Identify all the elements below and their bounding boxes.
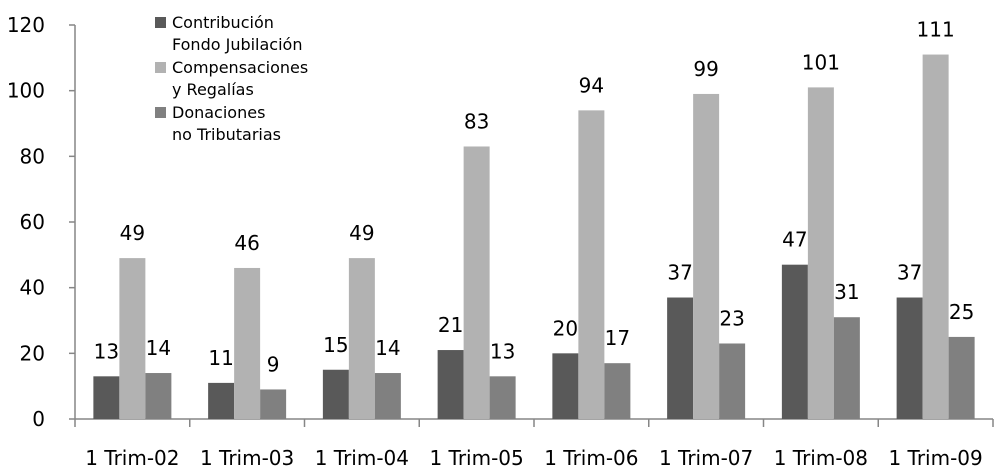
bar-series-1 (552, 353, 579, 419)
data-label-series-2: 94 (579, 73, 604, 97)
bar-series-1 (208, 382, 235, 419)
bar-series-3 (833, 317, 860, 419)
data-label-series-3: 25 (949, 300, 974, 324)
data-label-series-2: 99 (693, 57, 718, 81)
data-label-series-2: 83 (464, 109, 489, 133)
x-tick-label: 1 Trim-06 (544, 446, 638, 470)
bar-series-2 (693, 93, 720, 419)
data-label-series-1: 11 (208, 346, 233, 370)
data-label-series-2: 111 (917, 18, 955, 42)
data-label-series-2: 49 (349, 221, 374, 245)
data-label-series-3: 31 (834, 280, 859, 304)
bar-series-2 (578, 110, 605, 419)
x-tick-label: 1 Trim-03 (200, 446, 294, 470)
x-tick-label: 1 Trim-07 (659, 446, 753, 470)
data-label-series-3: 23 (719, 306, 744, 330)
data-label-series-3: 14 (375, 336, 400, 360)
y-axis: 0 20 40 60 80 100 120 (7, 13, 76, 431)
bar-series-2 (807, 87, 834, 419)
bar-series-1 (667, 297, 694, 419)
legend-label-series-3: Donaciones (172, 103, 265, 122)
legend-label-series-2: Compensaciones (172, 58, 308, 77)
data-label-series-1: 21 (438, 313, 463, 337)
bar-series-1 (93, 376, 120, 419)
data-label-series-1: 13 (94, 339, 119, 363)
data-label-series-3: 13 (490, 339, 515, 363)
data-label-series-1: 47 (782, 228, 807, 252)
bar-series-1 (437, 350, 464, 419)
data-label-series-2: 101 (802, 50, 840, 74)
legend-swatch-series-3 (155, 107, 166, 118)
bar-series-3 (260, 389, 287, 419)
bar-series-2 (119, 258, 146, 419)
data-label-series-3: 17 (605, 326, 630, 350)
y-tick-label: 120 (7, 13, 45, 37)
data-label-series-1: 15 (323, 333, 348, 357)
y-tick-label: 100 (7, 79, 45, 103)
data-label-series-2: 49 (120, 221, 145, 245)
y-tick-label: 60 (20, 210, 45, 234)
x-axis: 1 Trim-02 1 Trim-03 1 Trim-04 1 Trim-05 1 Tr… (74, 418, 994, 470)
legend-swatch-series-2 (155, 62, 166, 73)
bar-series-1 (896, 297, 923, 419)
bar-series-2 (922, 54, 949, 420)
bar-series-1 (781, 264, 808, 419)
data-label-series-3: 14 (146, 336, 171, 360)
x-tick-label: 1 Trim-05 (429, 446, 523, 470)
bar-series-3 (374, 373, 401, 419)
bar-series-1 (322, 369, 349, 419)
data-label-series-1: 20 (553, 316, 578, 340)
bar-series-3 (145, 373, 172, 419)
x-tick-label: 1 Trim-08 (774, 446, 868, 470)
bar-series-2 (234, 267, 261, 419)
data-label-series-2: 46 (234, 231, 259, 255)
data-label-series-1: 37 (667, 261, 692, 285)
x-tick-label: 1 Trim-04 (315, 446, 409, 470)
bar-series-3 (604, 363, 631, 419)
y-tick-label: 40 (20, 276, 45, 300)
legend-swatch-series-1 (155, 17, 166, 28)
legend: Contribución Fondo Jubilación Compensacion… (155, 13, 308, 144)
legend-label-series-1: Fondo Jubilación (172, 35, 302, 54)
y-tick-label: 80 (20, 144, 45, 168)
legend-label-series-2: y Regalías (172, 80, 254, 99)
bar-series-2 (463, 146, 490, 419)
bar-series-3 (719, 343, 746, 419)
y-tick-label: 20 (20, 341, 45, 365)
data-label-series-3: 9 (267, 352, 280, 376)
data-labels: 13 49 14 11 46 9 15 49 14 21 83 13 20 94 17 37 99 23 47 101… (94, 18, 975, 377)
legend-label-series-3: no Tributarias (172, 125, 281, 144)
bar-series-3 (948, 336, 975, 419)
bar-series-3 (489, 376, 516, 419)
x-tick-label: 1 Trim-09 (888, 446, 982, 470)
bar-series-2 (348, 258, 375, 419)
x-tick-label: 1 Trim-02 (85, 446, 179, 470)
data-label-series-1: 37 (897, 261, 922, 285)
bars (93, 54, 975, 420)
y-tick-label: 0 (32, 407, 45, 431)
legend-label-series-1: Contribución (172, 13, 274, 32)
